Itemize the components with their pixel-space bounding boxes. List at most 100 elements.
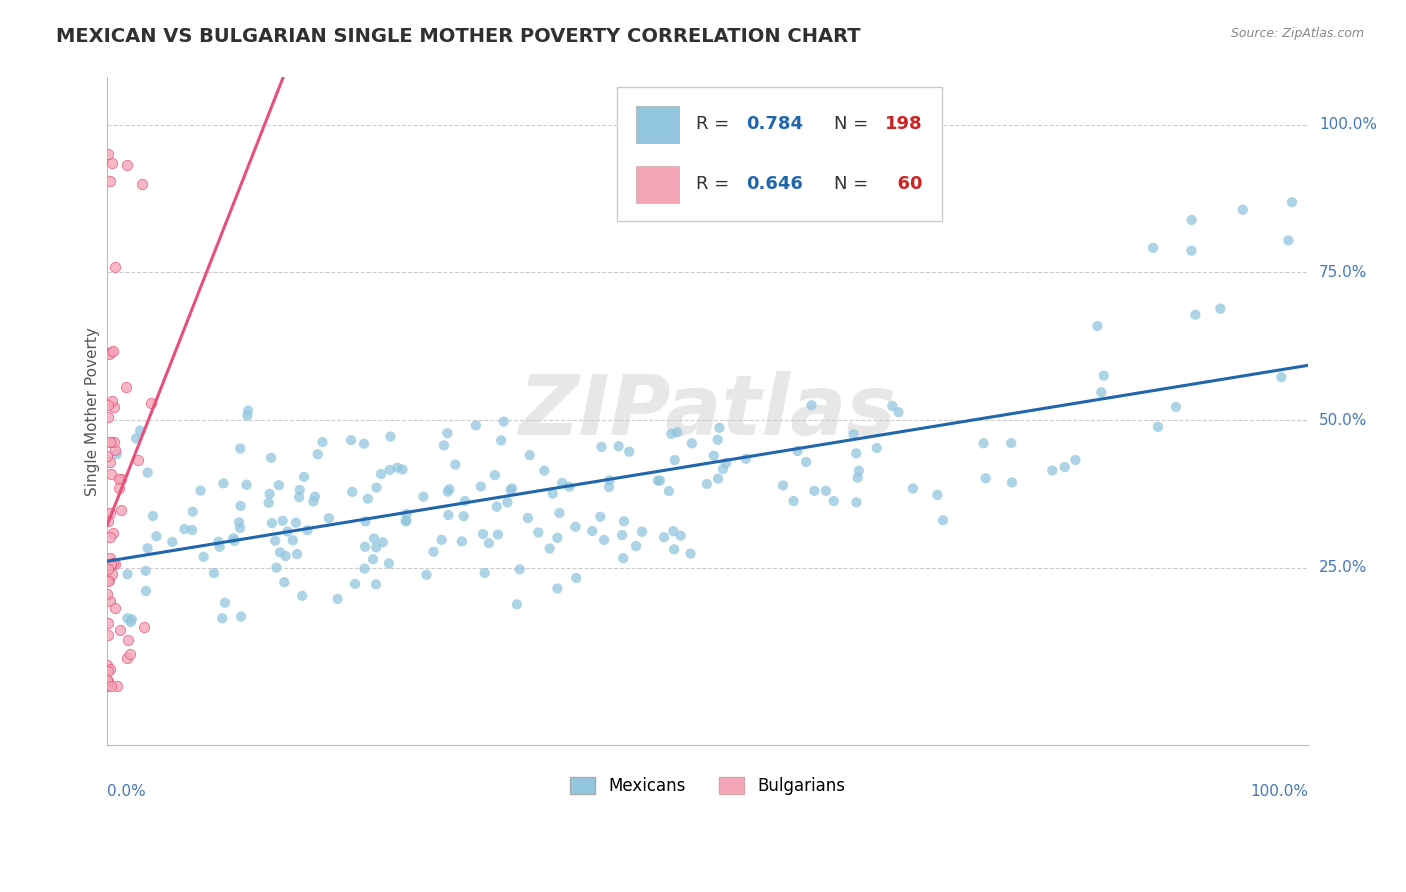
Point — [548, 506, 571, 520]
Point — [291, 589, 314, 603]
Point — [117, 632, 139, 647]
Point — [340, 484, 363, 499]
Point — [326, 591, 349, 606]
Point — [264, 533, 287, 548]
Point — [236, 403, 259, 417]
Text: N =: N = — [834, 176, 873, 194]
Point — [716, 456, 738, 470]
Point — [974, 471, 997, 485]
Point — [181, 505, 204, 519]
Point — [1181, 213, 1204, 227]
Point — [173, 522, 195, 536]
Point — [370, 467, 392, 481]
Point — [437, 508, 460, 522]
Point — [288, 483, 311, 497]
Text: R =: R = — [696, 176, 734, 194]
Point — [363, 532, 385, 546]
Point — [464, 418, 486, 433]
Point — [96, 558, 118, 572]
Text: 50.0%: 50.0% — [1319, 413, 1367, 428]
Point — [519, 448, 541, 462]
Point — [823, 494, 845, 508]
Text: 0.784: 0.784 — [747, 115, 803, 133]
Point — [135, 564, 157, 578]
Point — [229, 499, 252, 513]
Text: 100.0%: 100.0% — [1250, 784, 1308, 799]
Text: R =: R = — [696, 115, 734, 133]
Point — [1232, 202, 1254, 217]
Point — [378, 463, 401, 477]
Point — [430, 533, 453, 547]
Point — [284, 516, 307, 530]
Point — [366, 541, 388, 555]
Point — [101, 344, 124, 359]
Point — [96, 673, 118, 687]
Text: 60: 60 — [886, 176, 922, 194]
Point — [190, 483, 212, 498]
Point — [474, 566, 496, 580]
Point — [882, 399, 904, 413]
Point — [98, 573, 121, 587]
Point — [546, 531, 568, 545]
Point — [1040, 464, 1063, 478]
Point — [162, 535, 184, 549]
Point — [302, 494, 325, 508]
Point — [581, 524, 603, 538]
Text: 100.0%: 100.0% — [1319, 117, 1376, 132]
Point — [100, 557, 122, 571]
Point — [103, 435, 125, 450]
Point — [538, 541, 561, 556]
Point — [1053, 460, 1076, 475]
Point — [1164, 400, 1187, 414]
Point — [108, 481, 131, 495]
Point — [1085, 318, 1108, 333]
Point — [1000, 436, 1022, 450]
Point — [318, 511, 340, 525]
Point — [932, 513, 955, 527]
Point — [260, 516, 283, 530]
Point — [845, 495, 868, 509]
Point — [110, 472, 132, 486]
Point — [96, 658, 118, 673]
Point — [610, 528, 633, 542]
Point — [104, 443, 127, 458]
Point — [104, 557, 127, 571]
Point — [117, 567, 139, 582]
Point — [224, 534, 246, 549]
Point — [211, 611, 233, 625]
Point — [214, 596, 236, 610]
Point — [371, 535, 394, 549]
Point — [125, 432, 148, 446]
Point — [661, 426, 683, 441]
Point — [105, 447, 128, 461]
Legend: Mexicans, Bulgarians: Mexicans, Bulgarians — [561, 769, 853, 804]
Point — [658, 484, 681, 499]
Point — [598, 474, 620, 488]
Point — [648, 474, 671, 488]
Point — [1147, 420, 1170, 434]
Point — [354, 515, 377, 529]
Point — [97, 147, 120, 161]
Bar — [636, 166, 679, 202]
Point — [848, 464, 870, 478]
Point — [97, 665, 120, 679]
Point — [711, 462, 734, 476]
Point — [506, 597, 529, 611]
Text: 0.0%: 0.0% — [107, 784, 146, 799]
Point — [1184, 308, 1206, 322]
Point — [100, 679, 122, 693]
Point — [97, 615, 120, 630]
Point — [97, 674, 120, 689]
Point — [433, 438, 456, 452]
Point — [115, 380, 138, 394]
Point — [267, 478, 290, 492]
Point — [387, 460, 409, 475]
Point — [228, 516, 250, 530]
Point — [229, 521, 252, 535]
Point — [139, 396, 162, 410]
Point — [800, 398, 823, 412]
Point — [97, 558, 120, 573]
Point — [115, 158, 138, 172]
Point — [814, 483, 837, 498]
Point — [107, 679, 129, 693]
